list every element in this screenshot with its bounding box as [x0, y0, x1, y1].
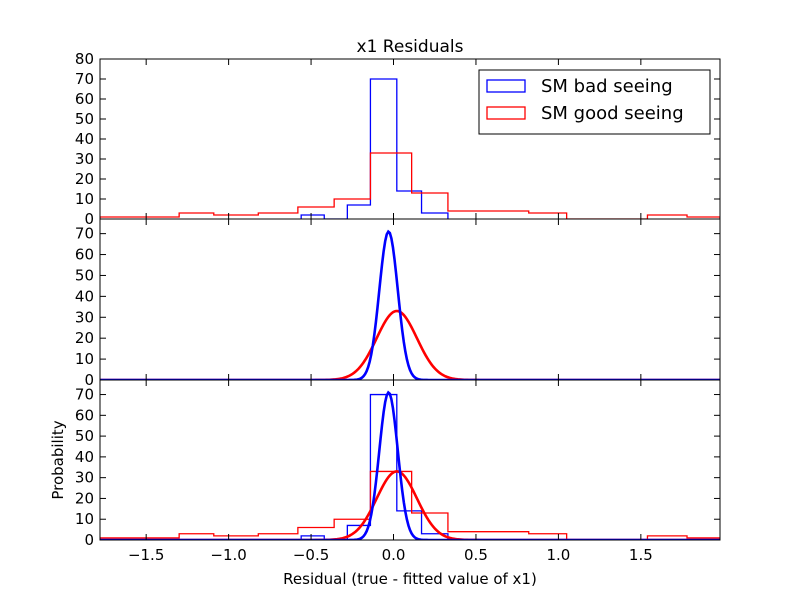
- y-tick-label: 20: [75, 489, 94, 507]
- gaussian-fit-bad-seeing: [100, 229, 720, 380]
- y-tick-label: 60: [75, 406, 94, 424]
- y-tick-label: 20: [75, 170, 94, 188]
- y-tick-label: 70: [75, 225, 94, 243]
- legend: SM bad seeing SM good seeing: [478, 69, 711, 135]
- y-tick-label: 30: [75, 469, 94, 487]
- y-tick-label: 30: [75, 308, 94, 326]
- histogram-good-seeing: [100, 152, 720, 219]
- x-tick-label: 1.0: [546, 546, 570, 564]
- x-axis-label: Residual (true - fitted value of x1): [283, 570, 537, 588]
- x-tick-label: 0.0: [382, 546, 406, 564]
- legend-entry: SM bad seeing: [541, 76, 673, 97]
- panel-2: 0 10 20 30 40 50 60 70: [75, 218, 721, 389]
- plot-area: [100, 390, 720, 540]
- y-tick-label: 50: [75, 427, 94, 445]
- legend-entry: SM good seeing: [541, 103, 684, 124]
- y-axis-label: Probability: [49, 420, 67, 499]
- chart-title: x1 Residuals: [357, 37, 464, 57]
- legend-frame: [478, 69, 711, 135]
- panels: 0 10 20 30 40 50 60 70 80 SM bad seeing SM good se…: [75, 50, 721, 564]
- y-tick-label: 10: [75, 350, 94, 368]
- y-tick-label: 60: [75, 246, 94, 264]
- x-tick-label: −1.5: [128, 546, 164, 564]
- y-tick-label: 40: [75, 448, 94, 466]
- x-tick-label: 0.5: [464, 546, 488, 564]
- histogram-bad-seeing: [300, 393, 449, 540]
- panel-frame: [99, 379, 721, 541]
- gaussian-fit-bad-seeing: [100, 390, 720, 540]
- y-tick-label: 40: [75, 130, 94, 148]
- histogram-good-seeing: [100, 470, 720, 540]
- x-tick-label: −1.0: [210, 546, 246, 564]
- y-tick-label: 0: [84, 371, 94, 389]
- panel-3: 0 10 20 30 40 50 60 70 −1.5 −1.0 −0.5 0.0 0.5 1.0 1.5: [75, 379, 721, 564]
- plot-area: [100, 229, 720, 380]
- y-tick-label: 10: [75, 510, 94, 528]
- y-tick-label: 70: [75, 70, 94, 88]
- y-tick-label: 40: [75, 287, 94, 305]
- y-tick-label: 0: [84, 210, 94, 228]
- plot-area: [100, 78, 720, 219]
- y-tick-label: 10: [75, 190, 94, 208]
- legend-swatch: [486, 106, 526, 120]
- y-tick-label: 60: [75, 90, 94, 108]
- y-tick-label: 0: [84, 531, 94, 549]
- x-tick-label: −0.5: [293, 546, 329, 564]
- gaussian-fit-good-seeing: [100, 470, 720, 540]
- y-tick-label: 20: [75, 329, 94, 347]
- y-tick-label: 70: [75, 386, 94, 404]
- panel-frame: [99, 218, 721, 381]
- x-tick-label: 1.5: [629, 546, 653, 564]
- histogram-bad-seeing: [300, 78, 449, 219]
- panel-1: 0 10 20 30 40 50 60 70 80 SM bad seeing SM good se…: [75, 50, 721, 228]
- y-tick-label: 80: [75, 50, 94, 68]
- y-tick-label: 50: [75, 110, 94, 128]
- gaussian-fit-good-seeing: [100, 309, 720, 380]
- y-tick-label: 50: [75, 266, 94, 284]
- y-tick-label: 30: [75, 150, 94, 168]
- legend-swatch: [486, 79, 526, 93]
